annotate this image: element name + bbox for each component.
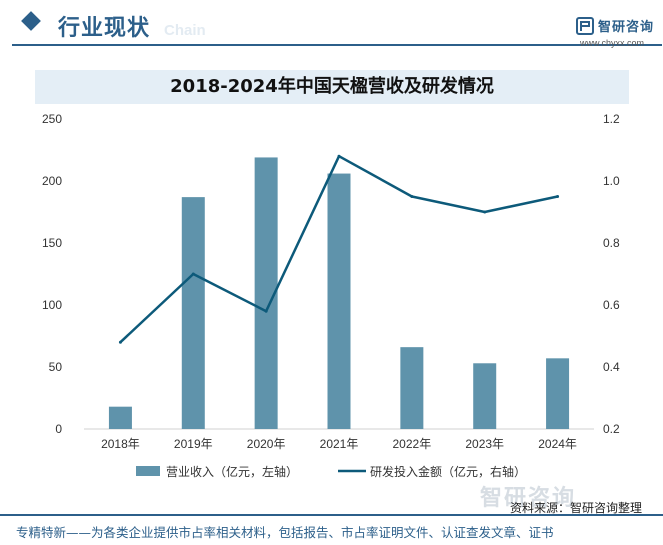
- chart-title: 2018-2024年中国天楹营收及研发情况: [170, 76, 494, 97]
- y-left-tick-label: 0: [55, 422, 62, 436]
- section-header: 行业现状 Chain: [0, 0, 663, 50]
- watermark: 智研咨询: [480, 486, 577, 511]
- revenue-rd-chart: 0 50 100 150 200 250 0.2 0.4 0.6 0.8 1.0 1.2 2018年 20…: [42, 112, 620, 479]
- revenue-bar: [108, 406, 132, 429]
- rd-investment-point: [483, 210, 487, 214]
- revenue-bar: [473, 363, 497, 429]
- logo-url: www.chyxx.com: [580, 38, 645, 48]
- legend-label-rd: 研发投入金额（亿元，右轴）: [370, 464, 526, 479]
- section-title: 行业现状: [58, 16, 151, 41]
- legend-swatch-revenue: [136, 466, 160, 476]
- source-note: 资料来源：智研咨询整理: [510, 501, 643, 515]
- rd-investment-point: [410, 195, 414, 198]
- revenue-bar: [181, 197, 205, 429]
- diamond-icon: [21, 11, 41, 31]
- revenue-bar: [327, 173, 351, 429]
- y-left-tick-label: 200: [42, 174, 62, 188]
- y-right-tick-label: 0.4: [603, 360, 620, 374]
- chart-title-band: 2018-2024年中国天楹营收及研发情况: [35, 70, 629, 104]
- y-right-tick-label: 0.2: [603, 422, 620, 436]
- footer-bar: 专精特新——为各类企业提供市占率相关材料，包括报告、市占率证明文件、认证查发文章…: [0, 514, 663, 545]
- x-tick-label: 2020年: [247, 437, 286, 451]
- logo-name: 智研咨询: [598, 20, 655, 35]
- x-tick-label: 2021年: [320, 437, 359, 451]
- x-tick-label: 2022年: [393, 437, 432, 451]
- footer-text: 专精特新——为各类企业提供市占率相关材料，包括报告、市占率证明文件、认证查发文章…: [16, 525, 554, 540]
- y-right-tick-label: 0.6: [603, 298, 620, 312]
- y-left-tick-label: 150: [42, 236, 62, 250]
- revenue-bar: [546, 358, 570, 429]
- rd-investment-point: [556, 195, 560, 198]
- y-left-tick-label: 50: [49, 360, 63, 374]
- header-divider: [12, 44, 662, 46]
- y-left-tick-label: 250: [42, 112, 62, 126]
- x-tick-label: 2018年: [101, 437, 140, 451]
- revenue-bar: [400, 347, 424, 429]
- x-tick-label: 2019年: [174, 437, 213, 451]
- rd-investment-point: [337, 154, 341, 158]
- y-left-tick-label: 100: [42, 298, 62, 312]
- rd-investment-point: [191, 272, 195, 276]
- rd-investment-point: [264, 309, 268, 313]
- logo-icon: [576, 17, 594, 35]
- x-tick-label: 2023年: [465, 437, 504, 451]
- brand-logo: 智研咨询 www.chyxx.com: [576, 15, 661, 51]
- y-right-tick-label: 0.8: [603, 236, 620, 250]
- revenue-bar: [254, 157, 278, 429]
- footer-divider: [0, 514, 663, 516]
- x-tick-label: 2024年: [538, 437, 577, 451]
- y-right-tick-label: 1.0: [603, 174, 620, 188]
- section-ghost-text: Chain: [164, 22, 206, 39]
- y-right-tick-label: 1.2: [603, 112, 620, 126]
- legend-label-revenue: 营业收入（亿元，左轴）: [166, 464, 298, 479]
- rd-investment-point: [118, 340, 122, 344]
